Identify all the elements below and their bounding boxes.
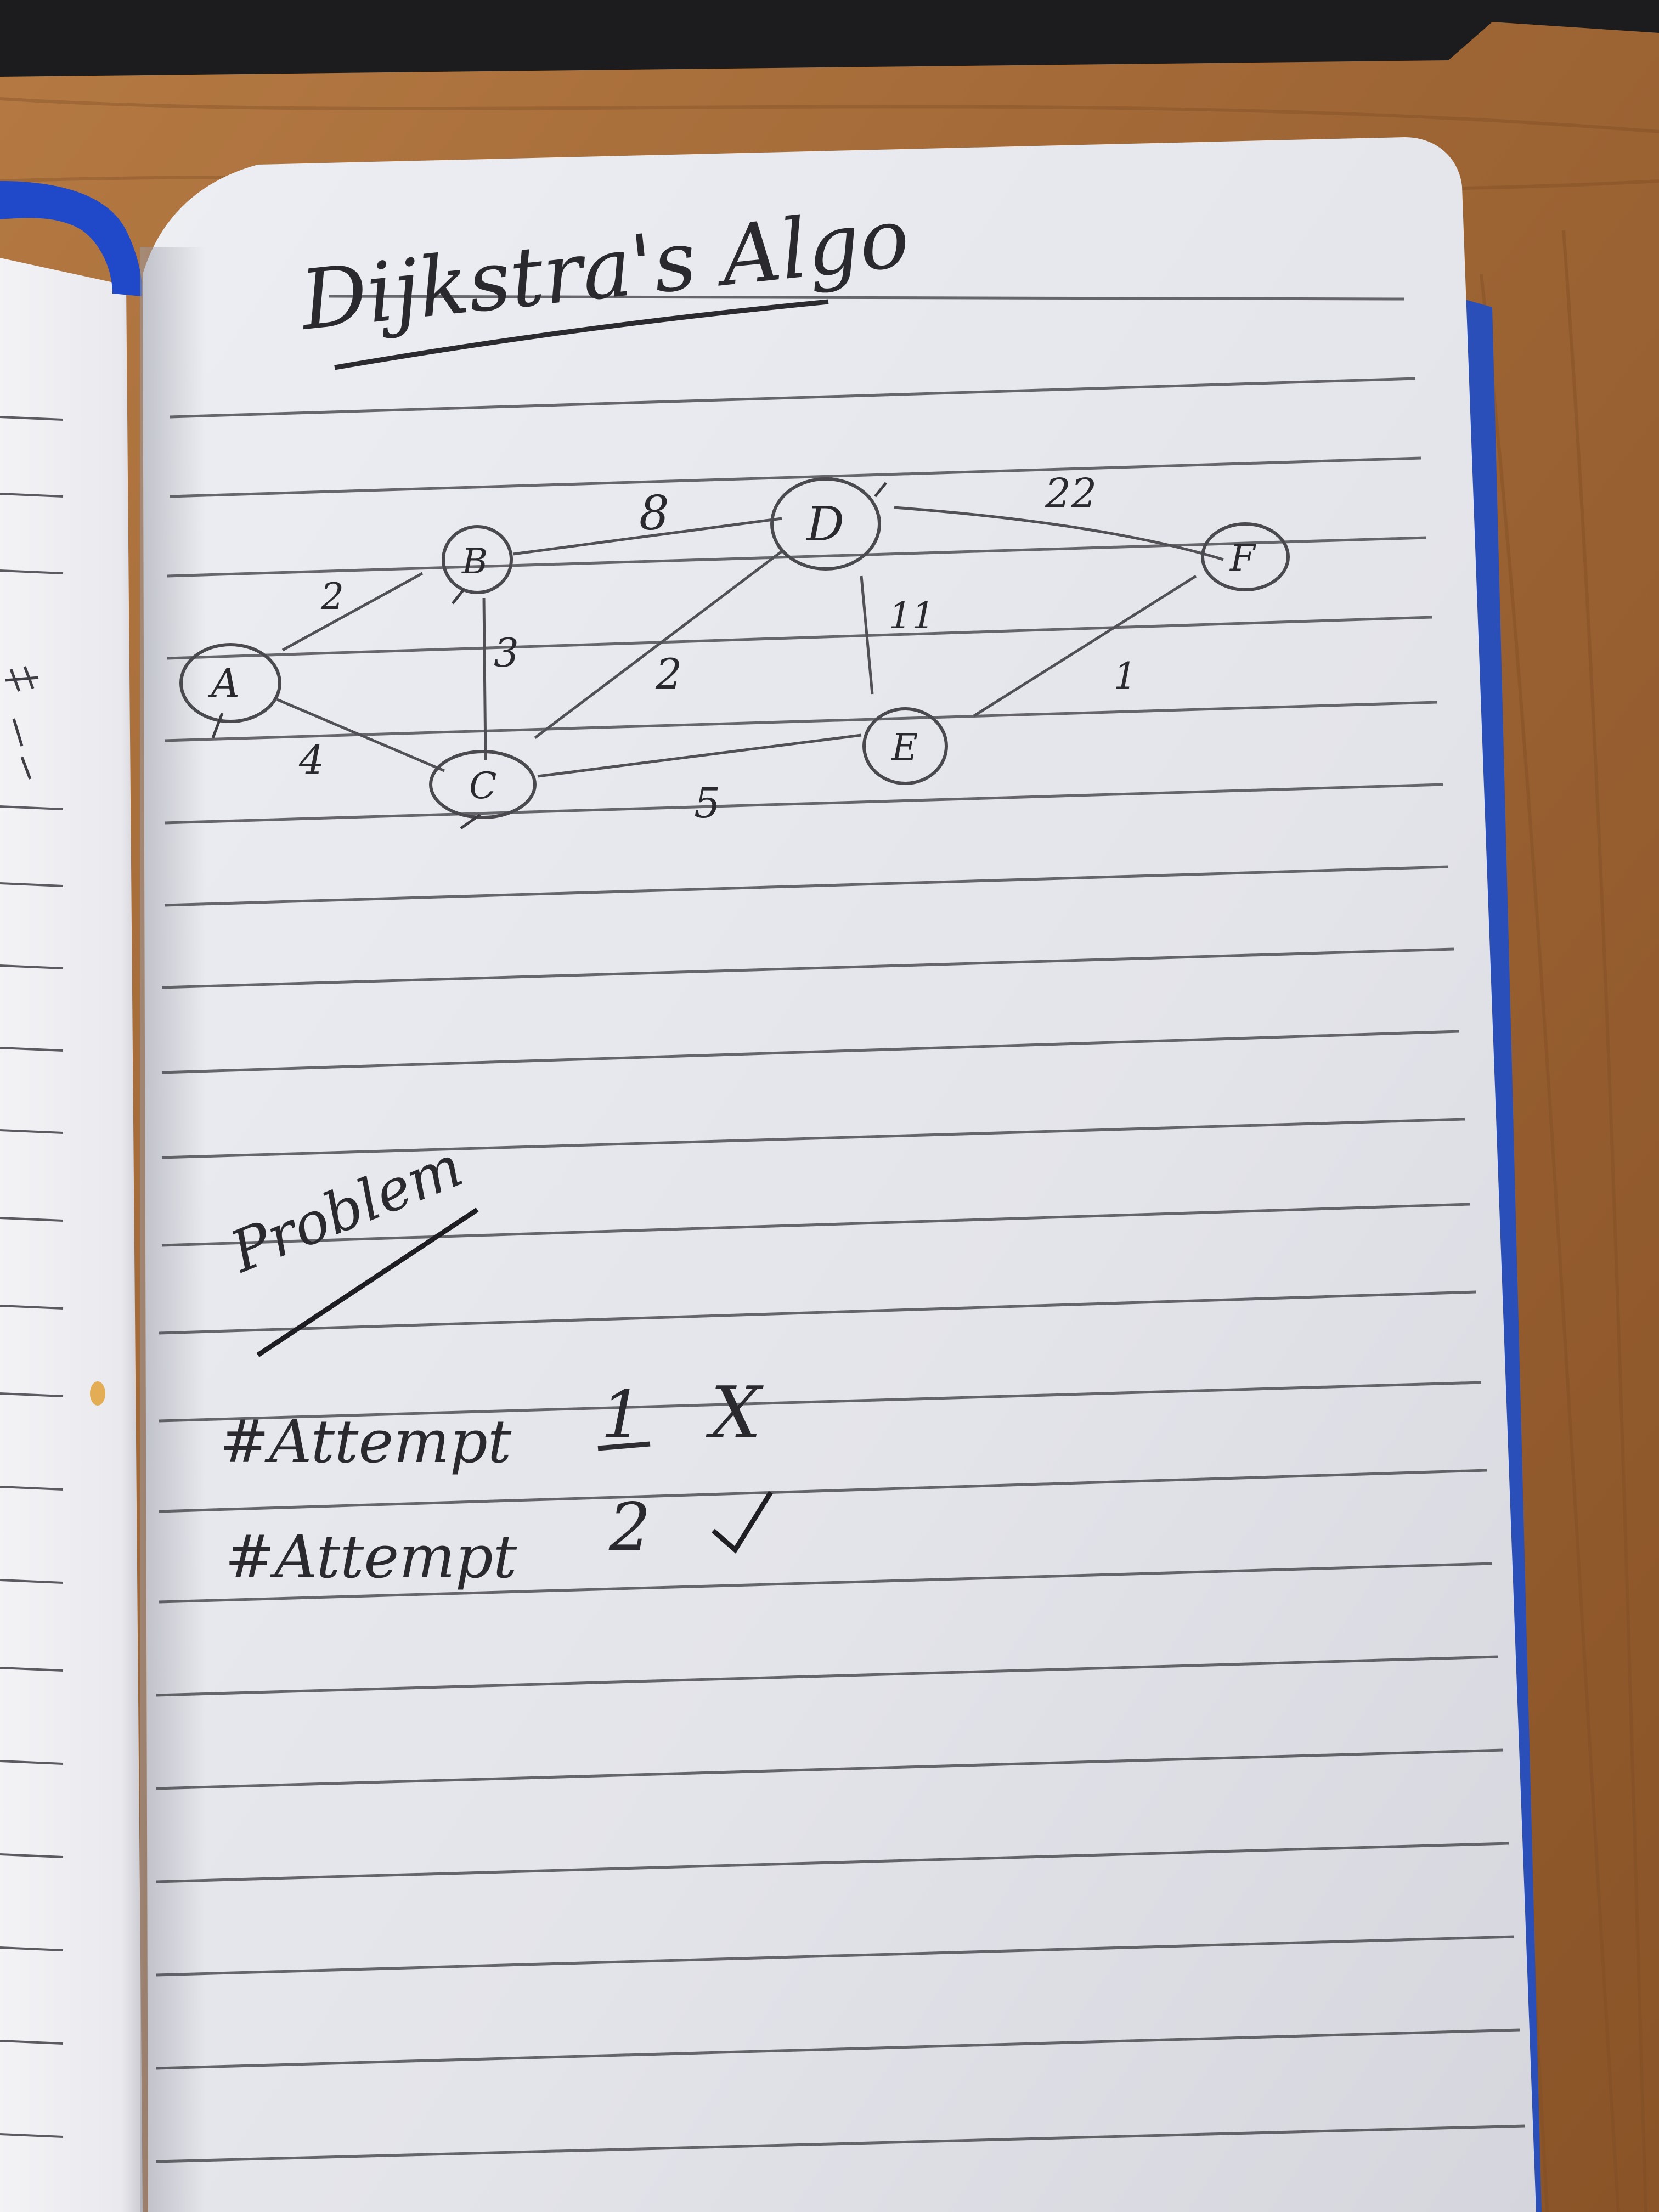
- gutter-shadow: [140, 247, 206, 2212]
- node-f-label: F: [1229, 537, 1256, 579]
- node-d-circle: [770, 477, 881, 571]
- left-page-handwriting-fragment: [5, 666, 39, 780]
- attempt-1-label: #Attempt: [219, 1408, 512, 1476]
- edge-d-e-weight: 11: [889, 595, 935, 637]
- edge-a-b: [281, 572, 424, 652]
- edge-c-e-weight: 5: [694, 778, 720, 827]
- graph-nodes: [179, 477, 1290, 819]
- node-e-label: E: [891, 726, 918, 769]
- node-b-label: B: [461, 541, 488, 582]
- node-arrow-ticks: [211, 482, 887, 830]
- paper-stain: [90, 1381, 105, 1406]
- attempt-2-mark: ✓: [708, 1489, 763, 1566]
- attempt-1-number-underline: [597, 1441, 651, 1451]
- ruled-lines: [156, 295, 1526, 2163]
- node-e-circle: [862, 707, 948, 785]
- bookmark-ribbon: [0, 181, 143, 296]
- attempt-1-mark: X: [706, 1371, 764, 1454]
- edge-b-d-weight: 8: [639, 486, 669, 541]
- edge-a-c-weight: 4: [298, 737, 324, 783]
- edge-a-c: [276, 698, 445, 772]
- graph-edges: [276, 506, 1224, 778]
- left-page: [0, 258, 143, 2212]
- node-a-label: A: [208, 660, 240, 706]
- node-c-circle: [429, 750, 537, 819]
- edge-d-e: [860, 575, 874, 695]
- node-d-label: D: [805, 497, 844, 552]
- node-c-label: C: [469, 765, 497, 807]
- node-b-circle: [442, 525, 513, 594]
- edge-b-d: [512, 517, 782, 556]
- left-page-lines: [0, 416, 64, 2138]
- dark-object: [0, 0, 1659, 77]
- edge-e-f-weight: 1: [1114, 655, 1137, 697]
- edge-e-f: [973, 574, 1197, 718]
- problem-strike: [256, 1207, 479, 1357]
- right-page: [143, 137, 1536, 2212]
- attempt-2-number: 2: [608, 1489, 651, 1566]
- node-f-circle: [1201, 522, 1290, 591]
- edge-b-c: [482, 597, 487, 760]
- edge-c-e: [537, 733, 862, 778]
- node-a-circle: [179, 643, 281, 723]
- edge-b-c-weight: 3: [494, 630, 519, 676]
- edge-d-f-weight: 22: [1045, 470, 1097, 517]
- attempt-1-number: 1: [601, 1377, 642, 1453]
- edge-c-d-weight: 2: [655, 650, 682, 698]
- title-underline: [334, 299, 829, 370]
- attempt-2-label: #Attempt: [225, 1523, 517, 1592]
- edge-c-d: [534, 550, 783, 739]
- edge-a-b-weight: 2: [320, 575, 344, 618]
- edge-d-f: [894, 506, 1224, 561]
- attempt-2-check-stroke: [712, 1491, 773, 1554]
